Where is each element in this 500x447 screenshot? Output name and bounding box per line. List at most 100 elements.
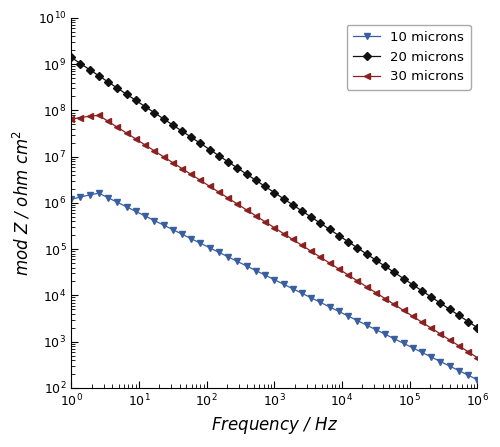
- 30 microns: [206, 184, 212, 189]
- 10 microns: [446, 363, 452, 369]
- 10 microns: [198, 240, 203, 246]
- 20 microns: [68, 55, 74, 60]
- 20 microns: [345, 239, 351, 245]
- 20 microns: [225, 159, 231, 164]
- 10 microns: [373, 327, 379, 333]
- 30 microns: [354, 278, 360, 283]
- 20 microns: [114, 85, 120, 91]
- 30 microns: [326, 261, 332, 266]
- 20 microns: [216, 153, 222, 158]
- 20 microns: [280, 196, 286, 202]
- 10 microns: [244, 263, 250, 269]
- 10 microns: [216, 250, 222, 255]
- 20 microns: [142, 104, 148, 109]
- 30 microns: [188, 172, 194, 177]
- 20 microns: [272, 190, 278, 195]
- 10 microns: [308, 295, 314, 300]
- 30 microns: [428, 325, 434, 331]
- 30 microns: [179, 166, 185, 171]
- 20 microns: [299, 208, 305, 214]
- 10 microns: [179, 232, 185, 237]
- Line: 20 microns: 20 microns: [68, 54, 480, 331]
- 30 microns: [160, 154, 166, 160]
- 30 microns: [114, 125, 120, 130]
- 20 microns: [474, 325, 480, 330]
- 10 microns: [364, 322, 370, 328]
- 10 microns: [206, 245, 212, 250]
- 30 microns: [133, 136, 139, 142]
- 20 microns: [290, 202, 296, 207]
- 10 microns: [124, 204, 130, 210]
- 10 microns: [438, 359, 444, 364]
- 10 microns: [253, 268, 259, 273]
- 10 microns: [68, 197, 74, 202]
- 10 microns: [105, 195, 111, 200]
- 30 microns: [142, 142, 148, 148]
- 20 microns: [179, 128, 185, 134]
- 10 microns: [152, 218, 158, 223]
- 10 microns: [272, 277, 278, 283]
- 10 microns: [326, 304, 332, 310]
- 10 microns: [392, 336, 398, 342]
- 30 microns: [438, 331, 444, 337]
- 30 microns: [336, 266, 342, 272]
- 10 microns: [262, 272, 268, 278]
- 10 microns: [170, 227, 176, 232]
- 10 microns: [78, 194, 84, 200]
- 30 microns: [456, 343, 462, 349]
- 30 microns: [280, 231, 286, 236]
- 20 microns: [105, 79, 111, 84]
- 20 microns: [133, 98, 139, 103]
- 20 microns: [262, 184, 268, 189]
- 10 microns: [234, 259, 240, 264]
- 30 microns: [244, 207, 250, 213]
- 20 microns: [400, 276, 406, 281]
- 30 microns: [308, 249, 314, 254]
- 30 microns: [253, 213, 259, 219]
- 20 microns: [392, 270, 398, 275]
- 20 microns: [78, 61, 84, 66]
- 10 microns: [419, 350, 425, 355]
- 30 microns: [170, 160, 176, 165]
- 20 microns: [410, 282, 416, 287]
- 20 microns: [364, 251, 370, 257]
- 20 microns: [160, 116, 166, 122]
- 20 microns: [336, 233, 342, 238]
- 10 microns: [336, 309, 342, 314]
- 30 microns: [225, 195, 231, 201]
- 30 microns: [382, 296, 388, 301]
- 10 microns: [318, 299, 324, 305]
- 10 microns: [96, 190, 102, 196]
- 30 microns: [318, 254, 324, 260]
- 30 microns: [299, 243, 305, 248]
- 10 microns: [160, 222, 166, 228]
- 10 microns: [382, 332, 388, 337]
- 30 microns: [400, 308, 406, 313]
- 30 microns: [96, 113, 102, 118]
- 20 microns: [234, 165, 240, 171]
- Line: 30 microns: 30 microns: [68, 112, 481, 361]
- 30 microns: [152, 148, 158, 153]
- 20 microns: [428, 294, 434, 299]
- 10 microns: [465, 372, 471, 378]
- 20 microns: [318, 220, 324, 226]
- 10 microns: [400, 341, 406, 346]
- 10 microns: [114, 200, 120, 205]
- Legend: 10 microns, 20 microns, 30 microns: 10 microns, 20 microns, 30 microns: [347, 25, 471, 90]
- 10 microns: [354, 318, 360, 323]
- 20 microns: [188, 135, 194, 140]
- 30 microns: [373, 290, 379, 295]
- 30 microns: [68, 116, 74, 122]
- Y-axis label: $\mathit{mod\ Z}$ / ohm cm$^2$: $\mathit{mod\ Z}$ / ohm cm$^2$: [11, 130, 32, 276]
- 10 microns: [225, 254, 231, 260]
- 20 microns: [244, 172, 250, 177]
- 30 microns: [272, 225, 278, 230]
- 20 microns: [465, 319, 471, 324]
- 30 microns: [465, 349, 471, 354]
- 20 microns: [206, 147, 212, 152]
- 20 microns: [96, 73, 102, 79]
- 20 microns: [170, 122, 176, 128]
- 20 microns: [124, 92, 130, 97]
- 30 microns: [86, 114, 92, 119]
- 30 microns: [345, 272, 351, 278]
